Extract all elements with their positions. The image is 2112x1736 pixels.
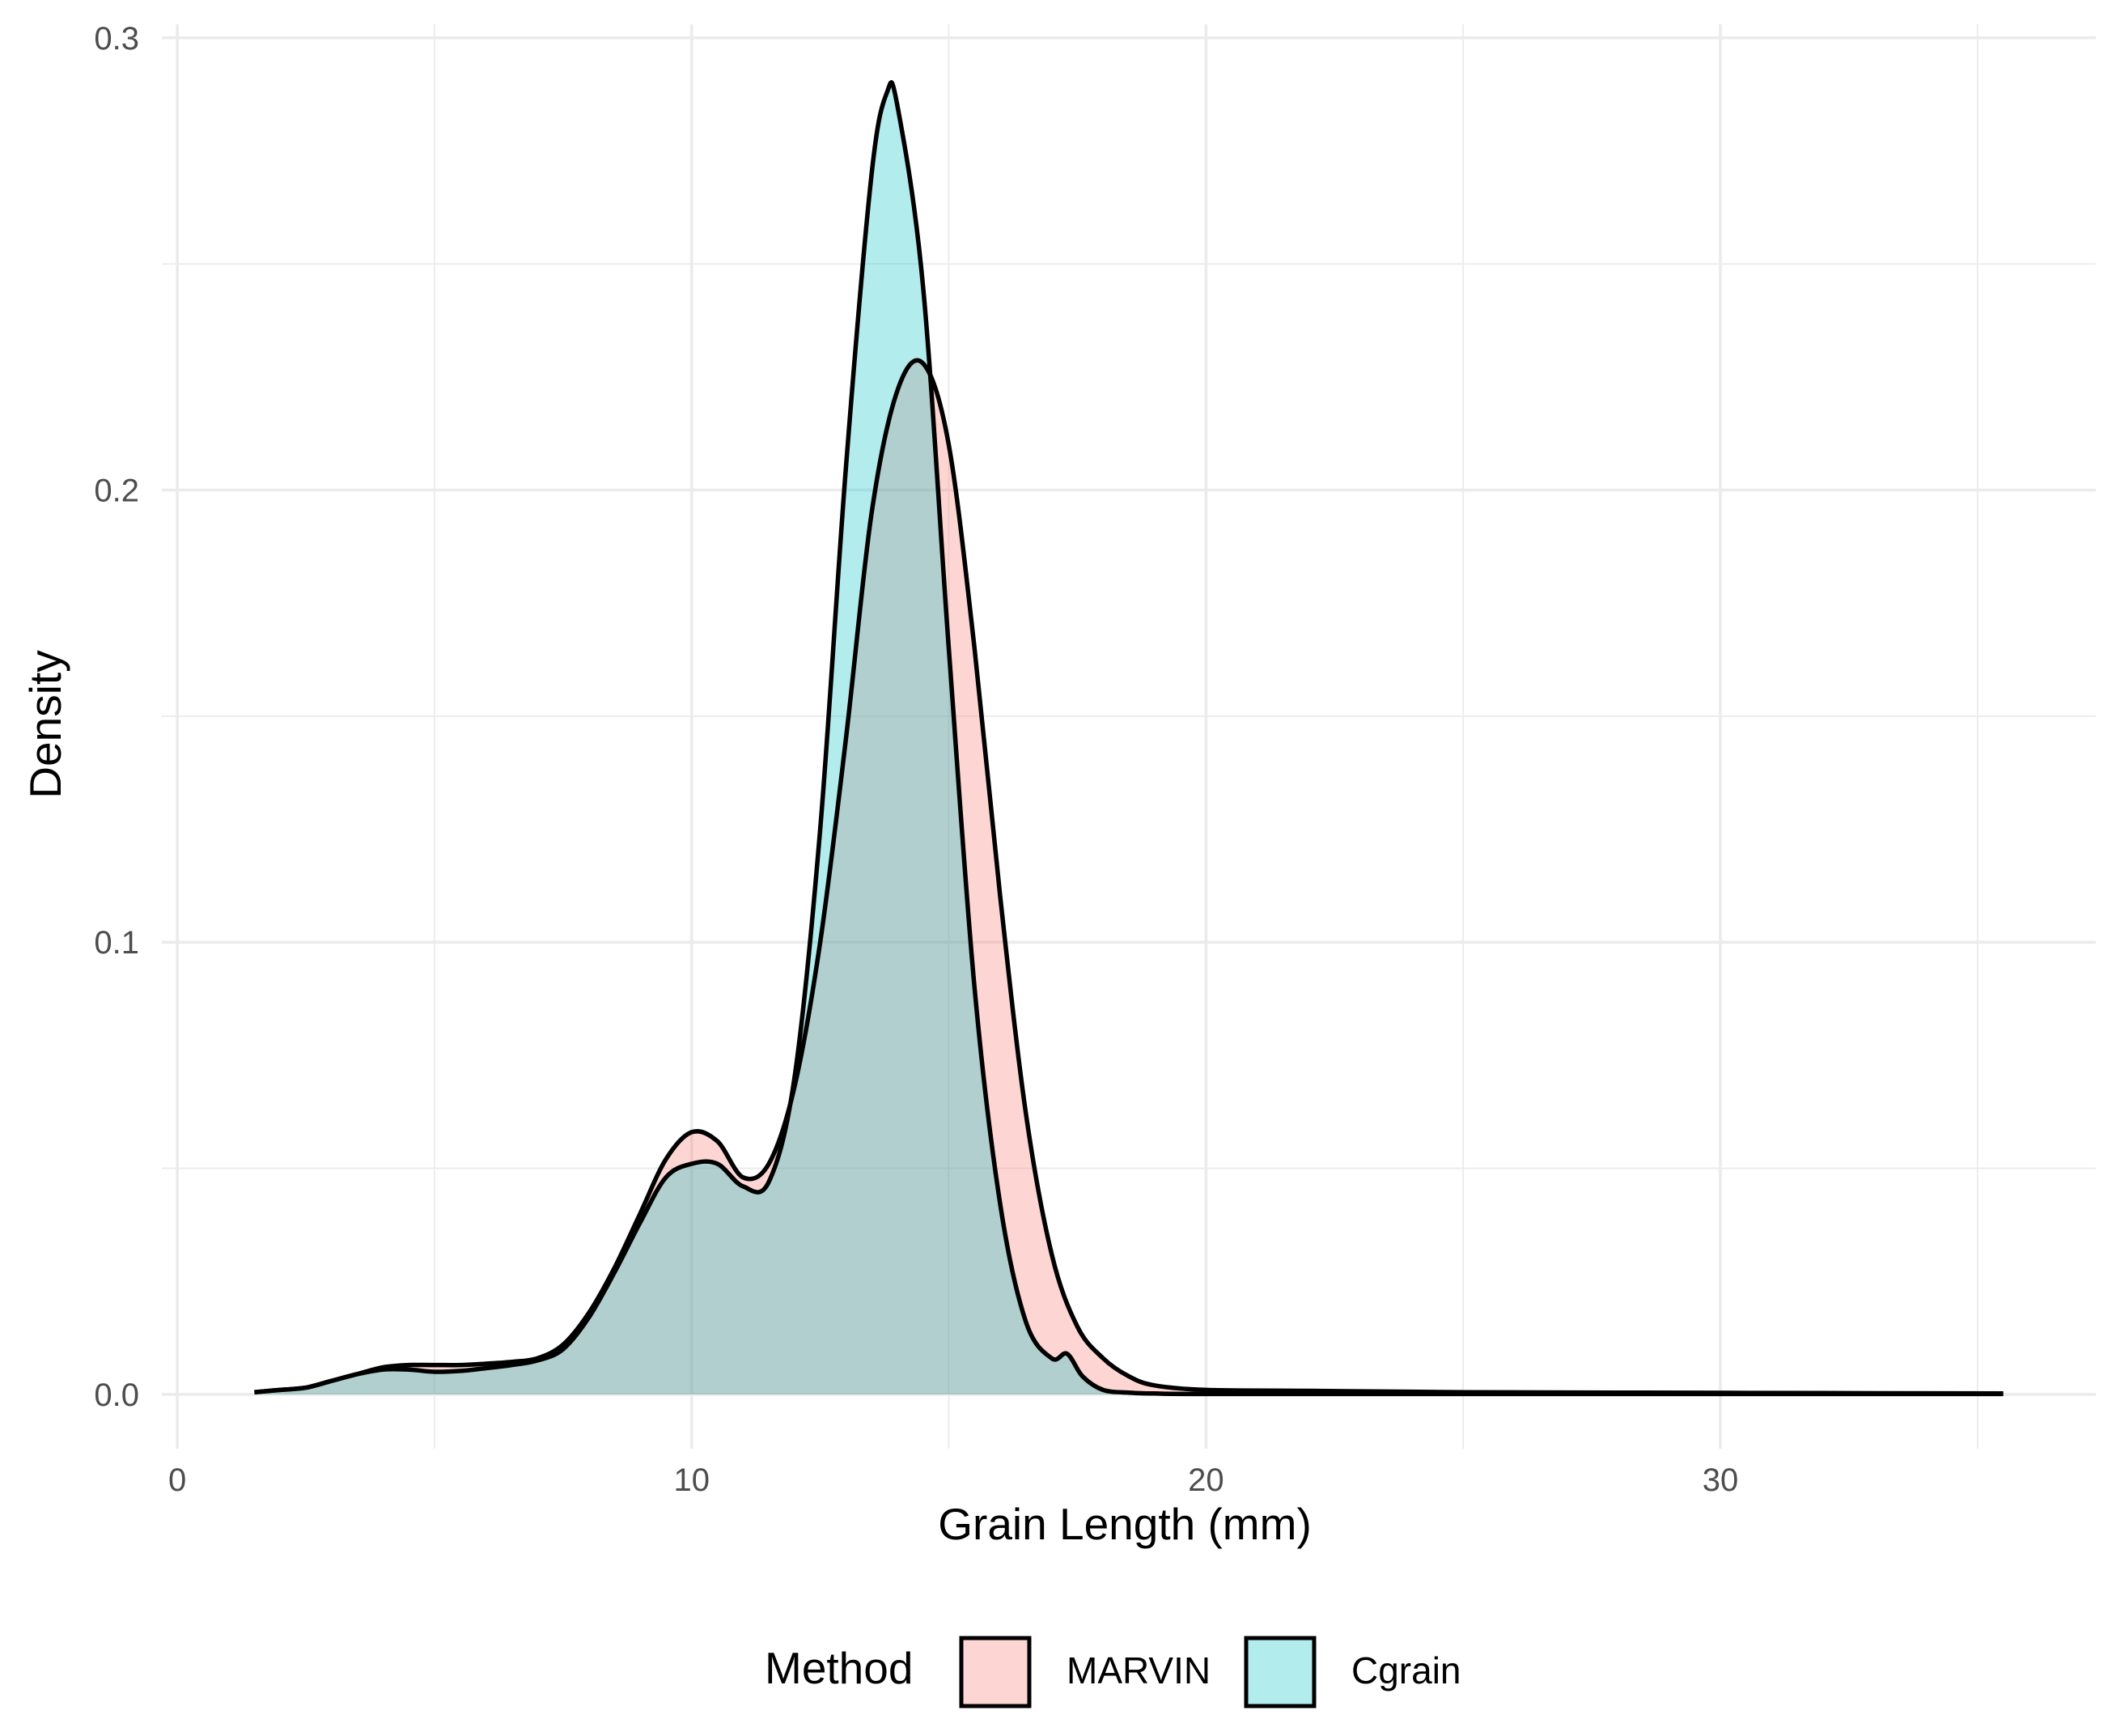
y-tick-label: 0.1	[94, 925, 139, 961]
y-tick-label: 0.3	[94, 21, 139, 57]
x-tick-label: 10	[673, 1462, 710, 1498]
density-area-marvin	[254, 360, 2004, 1394]
legend-key-marvin	[959, 1636, 1032, 1708]
density-line-cgrain	[254, 80, 2004, 1397]
y-axis-title: Density	[20, 650, 70, 799]
y-tick-label: 0.0	[94, 1377, 139, 1413]
y-axis-tick-labels: 0.0 0.1 0.2 0.3	[94, 21, 139, 1413]
density-series	[254, 80, 2004, 1397]
x-axis-title: Grain Length (mm)	[938, 1499, 1312, 1549]
density-line-marvin	[254, 358, 2004, 1396]
x-tick-label: 30	[1703, 1462, 1739, 1498]
legend-label-marvin: MARVIN	[1067, 1649, 1211, 1691]
density-area-cgrain	[254, 82, 2004, 1394]
x-tick-label: 20	[1188, 1462, 1224, 1498]
grid-lines	[162, 24, 2096, 1449]
legend-label-cgrain: Cgrain	[1351, 1649, 1461, 1691]
legend: Method MARVIN Cgrain	[765, 1636, 1461, 1708]
legend-title: Method	[765, 1643, 913, 1693]
y-tick-label: 0.2	[94, 473, 139, 508]
x-axis-tick-labels: 0 10 20 30	[168, 1462, 1738, 1498]
legend-key-cgrain	[1244, 1636, 1317, 1708]
x-tick-label: 0	[168, 1462, 186, 1498]
